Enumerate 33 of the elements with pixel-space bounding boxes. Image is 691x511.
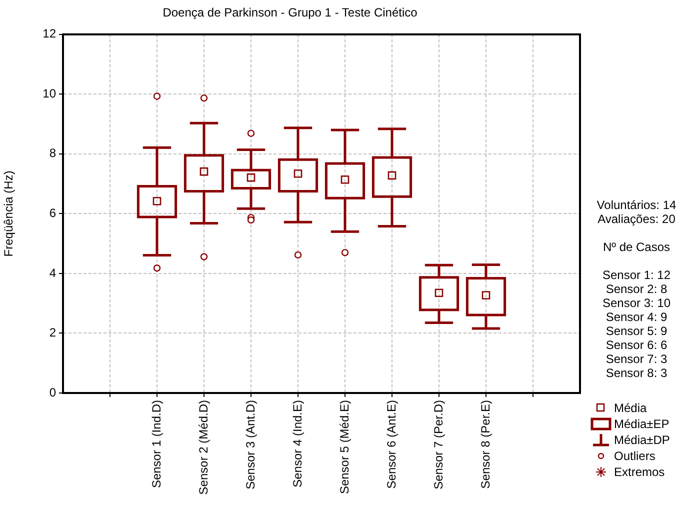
y-tick-label: 4 <box>49 266 56 280</box>
y-tick-label: 2 <box>49 326 56 340</box>
text: Sensor 5: 9 <box>604 324 668 338</box>
chart-title: Doença de Parkinson - Grupo 1 - Teste Cinético <box>162 6 418 20</box>
x-tick-label: Sensor 1 (Ind.D) <box>149 400 164 488</box>
y-axis-title: Freqüência (Hz) <box>2 170 16 257</box>
text: Sensor 8: 3 <box>604 366 668 380</box>
text: Sensor 1: 12 <box>601 268 672 282</box>
x-tick-label: Sensor 8 (Per.E) <box>478 400 492 489</box>
text: Outliers <box>614 449 656 463</box>
x-tick-label: Sensor 4 (Ind.E) <box>290 400 304 488</box>
text: Sensor 4: 9 <box>604 310 668 324</box>
text: Extremos <box>614 465 665 479</box>
text: Média±DP <box>614 433 670 447</box>
text: Média±EP <box>614 417 670 431</box>
x-tick-label: Sensor 3 (Ant.D) <box>243 400 258 490</box>
text: Nº de Casos <box>602 240 672 254</box>
text: Sensor 7: 3 <box>604 352 668 366</box>
x-tick-label: Sensor 7 (Per.D) <box>431 400 446 490</box>
y-tick-label: 12 <box>42 26 56 41</box>
text: Sensor 6: 6 <box>604 338 668 352</box>
y-tick-label: 6 <box>49 206 56 220</box>
text: Sensor 3: 10 <box>601 296 672 310</box>
y-tick-label: 8 <box>49 146 56 160</box>
x-tick-label: Sensor 5 (Méd.E) <box>337 400 352 494</box>
text: Avaliações: 20 <box>596 212 676 226</box>
text: Voluntários: 14 <box>596 198 678 212</box>
text: Média <box>614 401 647 415</box>
x-tick-label: Sensor 2 (Méd.D) <box>196 400 210 495</box>
text: Sensor 2: 8 <box>604 282 668 296</box>
y-tick-label: 10 <box>42 86 56 100</box>
x-tick-label: Sensor 6 (Ant.E) <box>384 400 398 489</box>
y-tick-label: 0 <box>49 385 56 400</box>
